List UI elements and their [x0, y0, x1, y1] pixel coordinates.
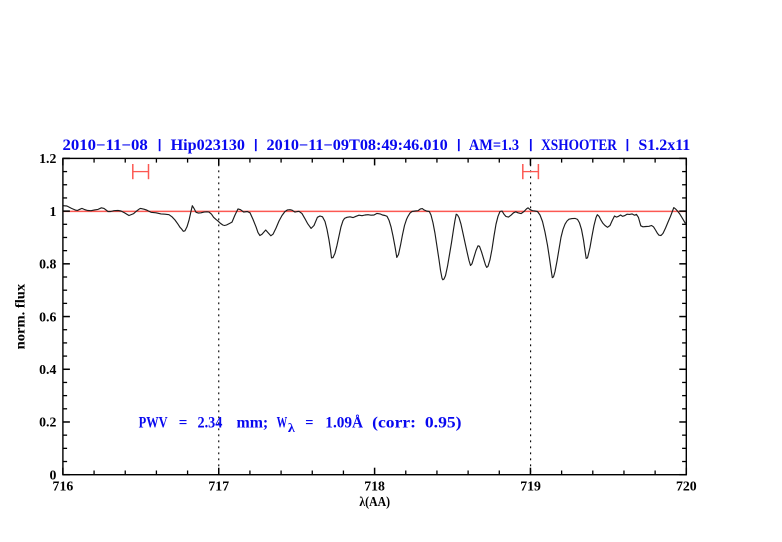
svg-text:XSHOOTER: XSHOOTER: [541, 137, 617, 154]
svg-text:0.4: 0.4: [39, 362, 56, 377]
svg-text:=: =: [179, 412, 188, 431]
svg-text:λ(AA): λ(AA): [359, 494, 390, 510]
svg-text:1.2: 1.2: [39, 151, 56, 166]
svg-text:1: 1: [49, 204, 56, 219]
svg-text:(corr:: (corr:: [372, 412, 416, 431]
svg-text:0.8: 0.8: [39, 257, 56, 272]
svg-text:norm. flux: norm. flux: [13, 284, 28, 350]
svg-text:2.34: 2.34: [198, 412, 223, 431]
svg-text:2010−11−09T08:49:46.010: 2010−11−09T08:49:46.010: [267, 137, 448, 154]
svg-text:719: 719: [520, 478, 541, 493]
svg-text:=: =: [305, 412, 313, 431]
svg-text:720: 720: [676, 478, 697, 493]
svg-text:1.09Å: 1.09Å: [325, 412, 363, 431]
svg-text:717: 717: [208, 478, 229, 493]
svg-text:S1.2x11: S1.2x11: [638, 137, 690, 154]
svg-text:Hip023130: Hip023130: [171, 137, 246, 154]
svg-text:mm;: mm;: [237, 412, 269, 431]
svg-text:0.2: 0.2: [39, 415, 56, 430]
svg-text:2010−11−08: 2010−11−08: [63, 137, 149, 154]
svg-text:λ: λ: [288, 421, 296, 435]
svg-text:PWV: PWV: [139, 412, 168, 431]
svg-text:W: W: [277, 412, 288, 431]
svg-text:AM=1.3: AM=1.3: [469, 137, 519, 154]
svg-text:716: 716: [53, 478, 74, 493]
svg-text:718: 718: [364, 478, 385, 493]
svg-text:0.6: 0.6: [39, 309, 56, 324]
svg-text:0.95): 0.95): [425, 412, 462, 431]
svg-text:0: 0: [49, 467, 56, 482]
